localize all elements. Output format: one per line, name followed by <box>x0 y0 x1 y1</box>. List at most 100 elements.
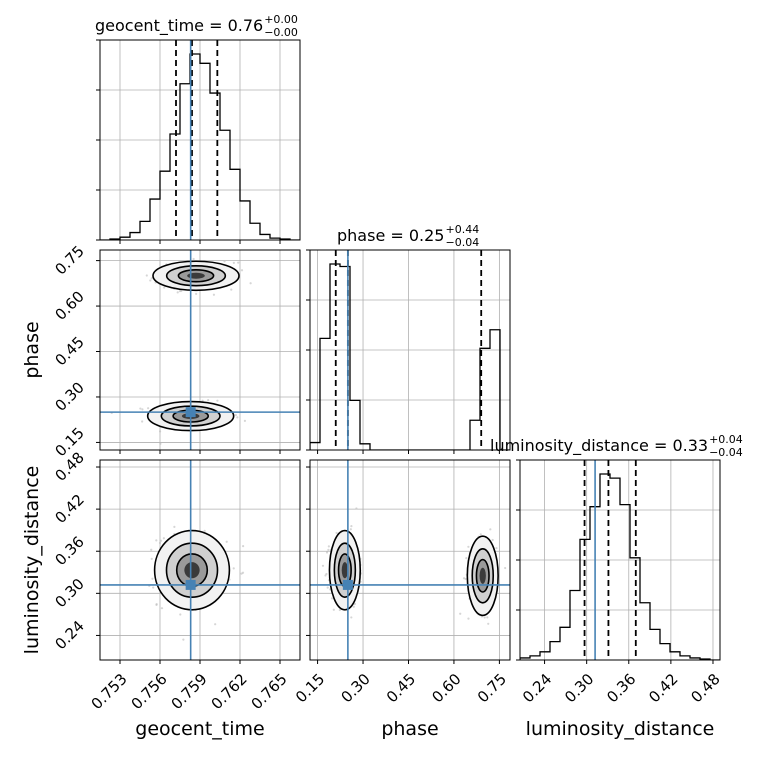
title-luminosity_distance-plus: +0.04 <box>709 433 743 446</box>
panel-phase-phase-content <box>310 250 510 450</box>
panel-phase-geocent_time-truth-marker <box>185 407 196 418</box>
xtick-label-geocent_time-4: 0.765 <box>248 670 291 713</box>
panel-luminosity_distance-phase-sample <box>349 528 352 531</box>
title-geocent_time-minus: −0.00 <box>264 26 298 39</box>
xtick-label-luminosity_distance-3: 0.42 <box>645 670 681 706</box>
panel-phase-geocent_time-sample <box>145 274 148 277</box>
xaxis-label-luminosity_distance: luminosity_distance <box>526 718 715 740</box>
xtick-label-phase-2: 0.45 <box>383 670 419 706</box>
panel-luminosity_distance-phase-sample <box>332 608 335 611</box>
panel-phase-geocent_time-sample <box>240 269 244 272</box>
panel-luminosity_distance-phase-sample <box>330 597 334 600</box>
title-luminosity_distance-minus: −0.04 <box>709 446 743 459</box>
panel-luminosity_distance-geocent_time-sample <box>232 567 235 570</box>
panel-luminosity_distance-geocent_time-contour-0-3 <box>184 562 200 579</box>
panel-luminosity_distance-phase-contour-0-3 <box>341 562 348 579</box>
histogram-luminosity_distance <box>520 473 720 660</box>
panel-luminosity_distance-geocent_time-sample <box>150 557 153 560</box>
panel-phase-geocent_time-sample <box>212 293 216 296</box>
panel-phase-geocent_time-sample <box>192 257 195 261</box>
xtick-label-luminosity_distance-4: 0.48 <box>687 670 723 706</box>
panel-luminosity_distance-geocent_time-sample <box>160 607 164 610</box>
xtick-label-luminosity_distance-2: 0.36 <box>603 670 639 706</box>
panel-luminosity_distance-geocent_time-sample <box>225 540 228 543</box>
xtick-label-phase-0: 0.15 <box>292 670 328 706</box>
xtick-label-phase-3: 0.60 <box>428 670 464 706</box>
panel-luminosity_distance-geocent_time-sample <box>240 572 243 575</box>
panel-luminosity_distance-geocent_time-sample <box>162 537 165 540</box>
panel-luminosity_distance-geocent_time-sample <box>152 586 155 589</box>
panel-phase-geocent_time-sample <box>237 261 240 264</box>
panel-luminosity_distance-geocent_time-sample <box>179 613 182 616</box>
panel-luminosity_distance-phase-sample <box>479 533 482 536</box>
panel-phase-geocent_time-sample <box>147 407 150 410</box>
panel-luminosity_distance-phase-truth-marker <box>342 579 353 590</box>
panel-luminosity_distance-phase-content <box>310 460 510 660</box>
panel-phase-geocent_time-sample <box>176 291 179 294</box>
panel-luminosity_distance-phase-contour-1-3 <box>479 567 486 584</box>
ytick-label-luminosity_distance-0: 0.24 <box>51 617 87 653</box>
title-phase: phase = 0.25 <box>337 226 444 245</box>
panel-phase-geocent_time-sample <box>163 286 166 289</box>
panel-luminosity_distance-phase-sample <box>350 616 353 619</box>
panel-geocent_time-geocent_time-content <box>100 40 300 240</box>
panel-luminosity_distance-luminosity_distance-content <box>520 460 720 660</box>
panel-luminosity_distance-phase-sample <box>335 531 338 535</box>
xtick-label-geocent_time-0: 0.753 <box>88 670 131 713</box>
panel-luminosity_distance-phase-sample <box>350 525 353 528</box>
xtick-label-luminosity_distance-0: 0.24 <box>519 670 555 706</box>
panel-phase-geocent_time-contour-1-3 <box>187 272 205 279</box>
panel-luminosity_distance-phase-sample <box>353 602 356 606</box>
panel-luminosity_distance-geocent_time-sample <box>158 541 162 545</box>
panel-luminosity_distance-geocent_time-sample <box>150 548 153 551</box>
ytick-label-phase-1: 0.30 <box>51 378 87 414</box>
panel-luminosity_distance-phase-sample <box>483 616 486 619</box>
panel-luminosity_distance-geocent_time-sample <box>155 603 158 607</box>
panel-luminosity_distance-phase-frame <box>309 459 511 661</box>
panel-phase-geocent_time-sample <box>216 399 219 402</box>
panel-phase-geocent_time-sample <box>150 277 153 280</box>
xtick-label-geocent_time-1: 0.756 <box>128 670 171 713</box>
panel-phase-geocent_time-sample <box>249 282 252 285</box>
panel-phase-geocent_time-sample <box>223 260 226 263</box>
panel-luminosity_distance-phase-sample <box>326 586 329 589</box>
panel-phase-geocent_time-sample <box>141 408 144 411</box>
panel-phase-geocent_time-sample <box>139 407 142 410</box>
title-phase-minus: −0.04 <box>445 236 479 249</box>
xaxis-label-phase: phase <box>381 718 438 740</box>
panel-phase-geocent_time-sample <box>158 430 162 433</box>
histogram-phase <box>310 263 510 450</box>
title-phase-plus: +0.44 <box>445 223 479 236</box>
ytick-label-phase-4: 0.75 <box>51 242 87 278</box>
panel-luminosity_distance-phase-sample <box>504 566 507 570</box>
panel-luminosity_distance-geocent_time-sample <box>151 577 154 580</box>
ytick-label-phase-2: 0.45 <box>51 333 87 369</box>
panel-luminosity_distance-phase-sample <box>489 528 492 531</box>
ytick-label-luminosity_distance-2: 0.36 <box>51 533 87 569</box>
panel-luminosity_distance-phase-sample <box>327 545 330 548</box>
panel-luminosity_distance-geocent_time-sample <box>155 539 158 542</box>
panel-luminosity_distance-geocent_time-content <box>100 460 300 660</box>
yaxis-label-phase: phase <box>21 321 43 378</box>
ytick-label-phase-3: 0.60 <box>51 288 87 324</box>
panel-phase-geocent_time-sample <box>178 290 182 293</box>
panel-luminosity_distance-phase-sample <box>324 574 327 577</box>
panel-luminosity_distance-geocent_time-sample <box>159 539 163 542</box>
xtick-label-luminosity_distance-1: 0.30 <box>561 670 597 706</box>
panel-luminosity_distance-phase-sample <box>327 548 330 551</box>
yaxis-label-luminosity_distance: luminosity_distance <box>21 466 43 655</box>
xtick-label-phase-1: 0.30 <box>337 670 373 706</box>
panel-luminosity_distance-phase-sample <box>338 608 341 612</box>
xaxis-label-geocent_time: geocent_time <box>135 718 264 740</box>
panel-phase-geocent_time-sample <box>195 292 198 295</box>
panel-luminosity_distance-geocent_time-sample <box>242 545 245 548</box>
panel-phase-geocent_time-sample <box>234 413 237 417</box>
panel-luminosity_distance-phase-sample <box>465 557 468 560</box>
xtick-label-phase-4: 0.75 <box>474 670 510 706</box>
xtick-label-geocent_time-2: 0.759 <box>168 670 211 713</box>
panel-phase-geocent_time-sample <box>230 288 233 291</box>
panel-luminosity_distance-geocent_time-sample <box>182 638 185 641</box>
ytick-label-luminosity_distance-3: 0.42 <box>51 491 87 527</box>
panel-luminosity_distance-phase-sample <box>462 577 466 580</box>
